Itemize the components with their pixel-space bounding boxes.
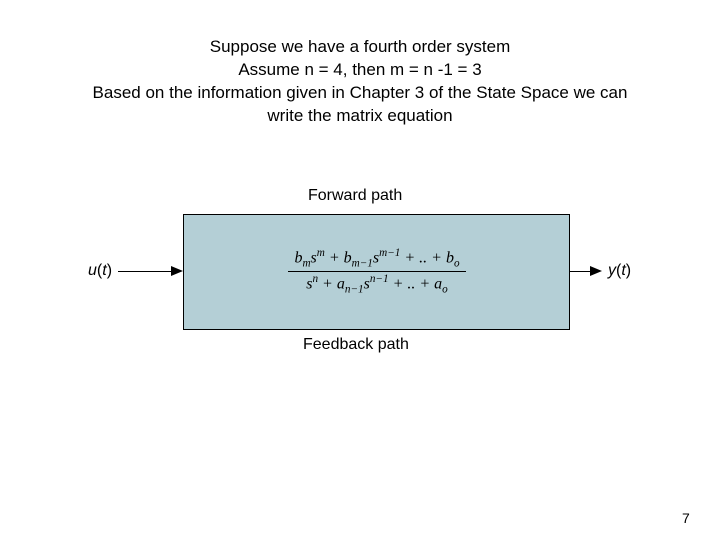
header-line-3: Based on the information given in Chapte…	[93, 83, 628, 102]
tf-numerator: bmsm + bm−1sm−1 + .. + bo	[288, 246, 465, 272]
header-line-1: Suppose we have a fourth order system	[210, 37, 511, 56]
transfer-function-formula: bmsm + bm−1sm−1 + .. + bo sn + an−1sn−1 …	[232, 246, 522, 297]
header-line-2: Assume n = 4, then m = n -1 = 3	[238, 60, 481, 79]
tf-denominator: sn + an−1sn−1 + .. + ao	[288, 272, 465, 297]
input-arg: t	[102, 262, 106, 279]
input-arrow-head-icon	[171, 266, 183, 276]
header-text: Suppose we have a fourth order system As…	[0, 36, 720, 128]
output-arrow-line	[570, 271, 592, 272]
input-signal-label: u(t)	[88, 262, 112, 280]
forward-path-label: Forward path	[308, 187, 402, 205]
page-number: 7	[682, 510, 690, 526]
input-var: u	[88, 262, 97, 279]
input-arrow-line	[118, 271, 173, 272]
output-var: y	[608, 262, 616, 279]
output-arg: t	[621, 262, 625, 279]
header-line-4: write the matrix equation	[267, 106, 452, 125]
slide: Suppose we have a fourth order system As…	[0, 0, 720, 540]
output-arrow-head-icon	[590, 266, 602, 276]
feedback-path-label: Feedback path	[303, 336, 409, 354]
output-signal-label: y(t)	[608, 262, 631, 280]
